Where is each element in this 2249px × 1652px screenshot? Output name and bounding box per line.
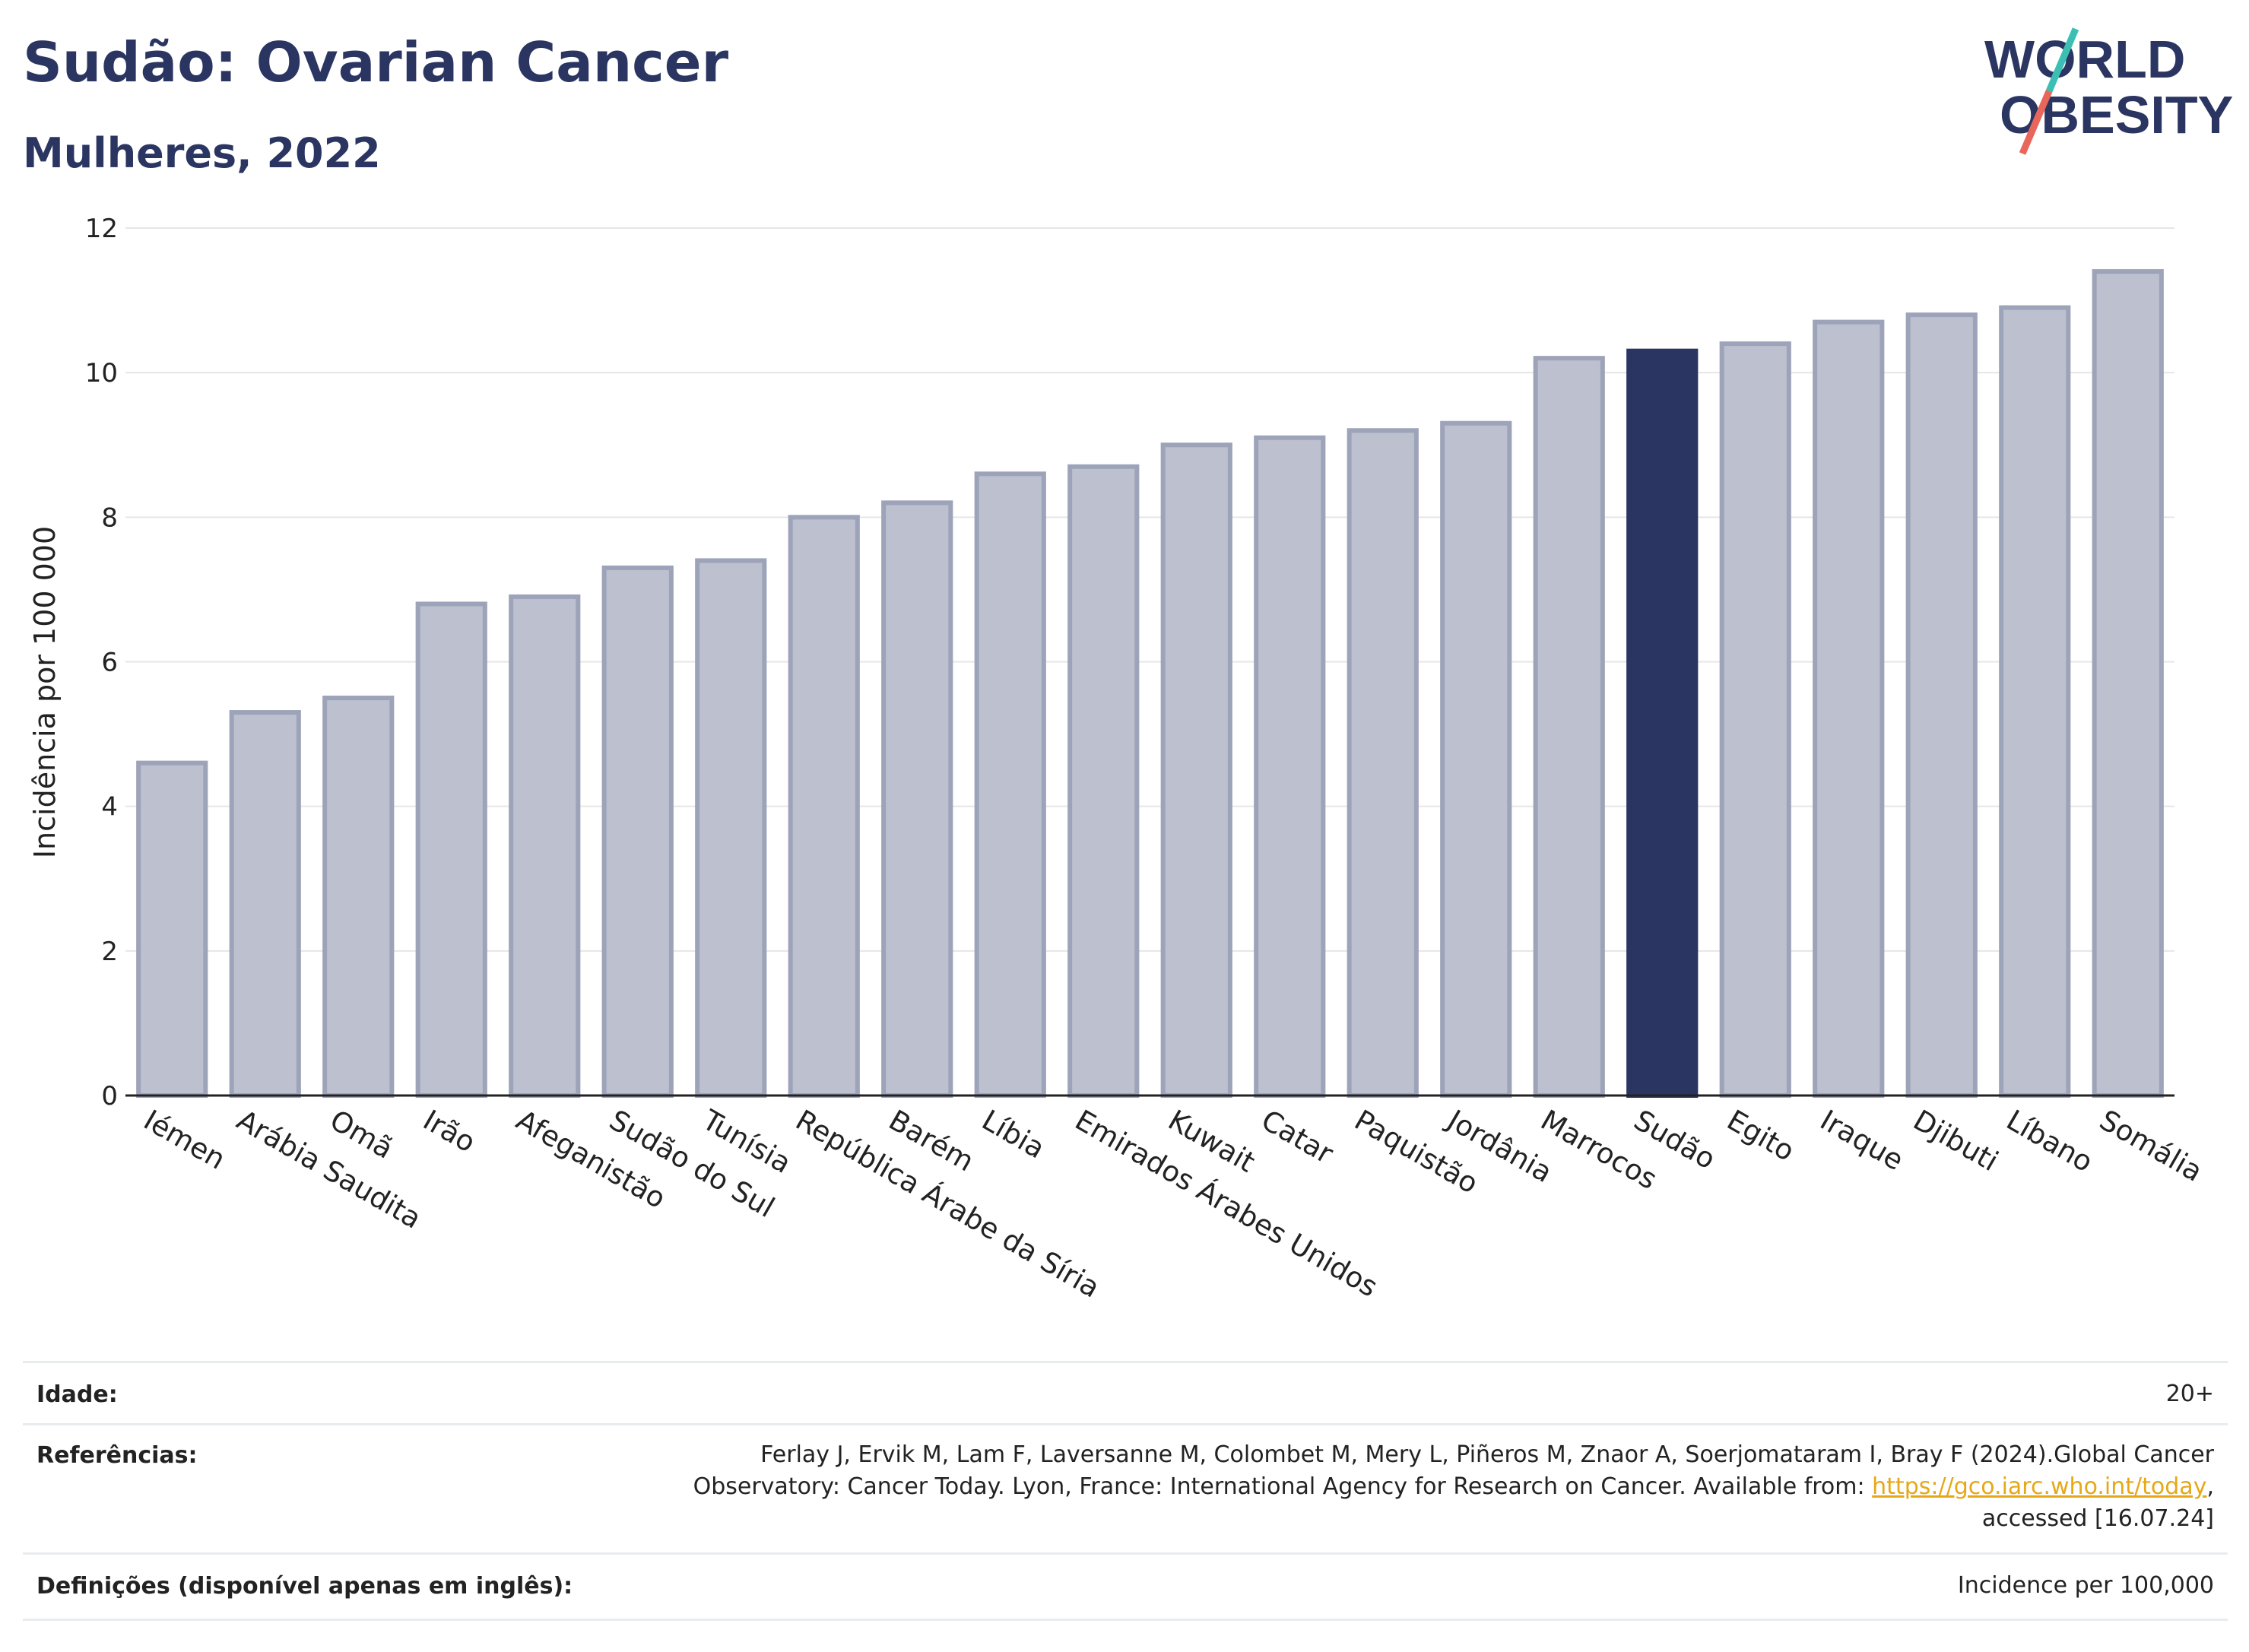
x-tick-label-12: Catar <box>1256 1104 1340 1171</box>
definitions-label: Definições (disponível apenas em inglês)… <box>36 1573 573 1600</box>
bar-18 <box>1813 319 1885 1098</box>
footer-row-age: Idade: 20+ <box>23 1361 2228 1425</box>
x-tick-label-9: Líbia <box>976 1104 1050 1165</box>
bar-5 <box>601 565 674 1098</box>
bar-3 <box>415 601 487 1098</box>
reference-line-1: Ferlay J, Ervik M, Lam F, Laversanne M, … <box>760 1441 2214 1468</box>
bar-16 <box>1626 348 1699 1098</box>
bar-20 <box>1999 305 2071 1098</box>
bar-19 <box>1905 312 1978 1099</box>
bar-11 <box>1160 442 1232 1098</box>
x-tick-label-21: Somália <box>2094 1104 2208 1188</box>
footer-row-references: Referências: Ferlay J, Ervik M, Lam F, L… <box>23 1423 2228 1555</box>
chart-title: Sudão: Ovarian Cancer <box>23 30 729 94</box>
y-tick-label-8: 8 <box>101 503 118 533</box>
y-tick-label-6: 6 <box>101 648 118 678</box>
x-tick-label-3: Irão <box>417 1104 481 1159</box>
reference-line-2: Observatory: Cancer Today. Lyon, France:… <box>693 1471 2214 1503</box>
bar-10 <box>1067 464 1140 1098</box>
reference-line-3: accessed [16.07.24] <box>1981 1505 2214 1532</box>
x-tick-label-17: Egito <box>1721 1104 1800 1168</box>
age-value: 20+ <box>2165 1381 2214 1407</box>
logo-slash-red <box>2019 90 2053 155</box>
bar-6 <box>695 558 767 1098</box>
y-tick-label-10: 10 <box>85 358 118 388</box>
references-label: Referências: <box>36 1442 198 1469</box>
logo-line1: WORLD <box>1984 30 2185 89</box>
reference-line-2-text: Observatory: Cancer Today. Lyon, France:… <box>693 1473 1873 1500</box>
world-obesity-logo: WORLD OBESITY <box>1984 27 2233 155</box>
bar-13 <box>1347 428 1419 1098</box>
references-value: Ferlay J, Ervik M, Lam F, Laversanne M, … <box>693 1439 2214 1535</box>
bar-0 <box>136 760 208 1098</box>
y-tick-label-12: 12 <box>85 214 118 244</box>
bar-14 <box>1440 420 1512 1098</box>
reference-link[interactable]: https://gco.iarc.who.int/today <box>1872 1473 2207 1500</box>
y-tick-label-4: 4 <box>101 792 118 823</box>
chart-subtitle: Mulheres, 2022 <box>23 129 381 177</box>
y-axis-label: Incidência por 100 000 <box>28 526 62 858</box>
footer-row-definitions: Definições (disponível apenas em inglês)… <box>23 1552 2228 1621</box>
bar-17 <box>1719 341 1791 1098</box>
bar-8 <box>881 500 953 1098</box>
bar-2 <box>322 696 395 1098</box>
bar-1 <box>229 710 301 1099</box>
bar-15 <box>1533 356 1605 1098</box>
bar-7 <box>788 515 860 1098</box>
y-tick-label-0: 0 <box>101 1081 118 1111</box>
logo-slash-teal <box>2045 27 2079 93</box>
x-tick-label-18: Iraque <box>1815 1104 1909 1177</box>
definitions-value: Incidence per 100,000 <box>1957 1572 2214 1599</box>
age-label: Idade: <box>36 1381 118 1408</box>
y-tick-label-2: 2 <box>101 937 118 967</box>
bar-21 <box>2092 269 2164 1098</box>
bar-9 <box>974 471 1046 1098</box>
footer-table: Idade: 20+ Referências: Ferlay J, Ervik … <box>23 1361 2228 1621</box>
reference-line-2-end: , <box>2206 1473 2214 1500</box>
bar-4 <box>509 594 581 1098</box>
x-tick-label-0: Iémen <box>138 1104 231 1176</box>
x-tick-label-20: Líbano <box>2001 1104 2098 1179</box>
x-tick-label-19: Djibuti <box>1908 1104 2003 1178</box>
bar-12 <box>1254 435 1326 1098</box>
